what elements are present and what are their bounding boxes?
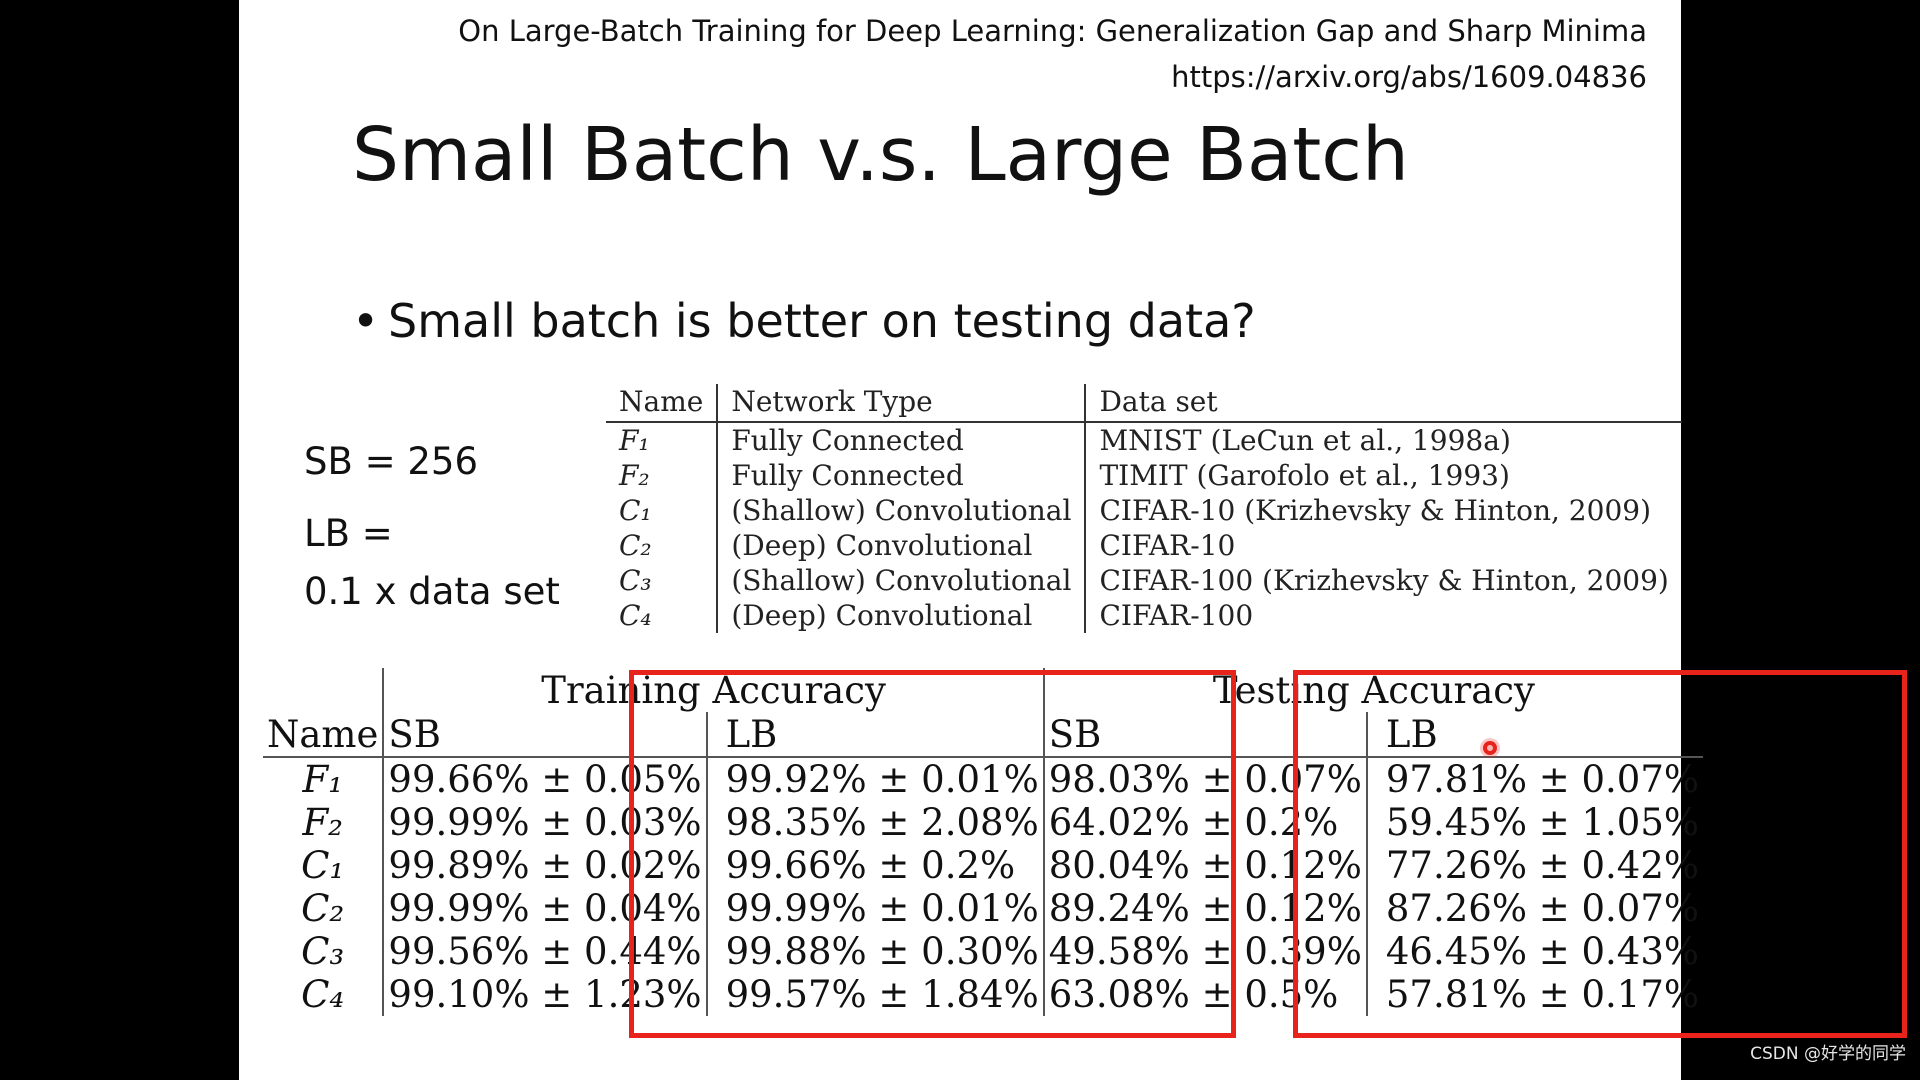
train-sb-value: 99.99% ± 0.03%	[383, 801, 708, 844]
accuracy-column-header: Name SB LB SB LB	[263, 712, 1704, 758]
header-test-sb: SB	[1043, 712, 1368, 758]
network-name: F₁	[606, 422, 719, 458]
table-row: C₃ (Shallow) Convolutional CIFAR-100 (Kr…	[606, 563, 1682, 598]
test-lb-value: 77.26% ± 0.42%	[1385, 844, 1700, 887]
test-sb-value: 49.58% ± 0.39%	[1043, 930, 1368, 973]
network-dataset: CIFAR-10	[1099, 529, 1236, 562]
pointer-cursor-icon	[1483, 741, 1497, 755]
table-row: F₁ Fully Connected MNIST (LeCun et al., …	[606, 422, 1682, 458]
bullet-icon: •	[352, 294, 380, 348]
bullet-point: • Small batch is better on testing data?	[352, 294, 1256, 348]
reference-url: https://arxiv.org/abs/1609.04836	[1171, 60, 1647, 94]
network-table-header: Name Network Type Data set	[606, 384, 1682, 423]
reference-title: On Large-Batch Training for Deep Learnin…	[458, 14, 1647, 48]
header-name: Name	[606, 384, 719, 423]
train-lb-value: 98.35% ± 2.08%	[725, 801, 1039, 844]
network-type: (Deep) Convolutional	[717, 528, 1087, 563]
train-sb-value: 99.89% ± 0.02%	[383, 844, 708, 887]
header-network-type: Network Type	[717, 384, 1087, 423]
train-sb-value: 99.99% ± 0.04%	[383, 887, 708, 930]
network-dataset: MNIST (LeCun et al., 1998a)	[1099, 424, 1511, 457]
table-row: F₂ Fully Connected TIMIT (Garofolo et al…	[606, 458, 1682, 493]
network-dataset: CIFAR-10 (Krizhevsky & Hinton, 2009)	[1099, 494, 1651, 527]
network-name: C₃	[606, 563, 719, 598]
network-dataset: CIFAR-100	[1099, 599, 1254, 632]
test-sb-value: 98.03% ± 0.07%	[1043, 757, 1368, 801]
test-lb-value: 59.45% ± 1.05%	[1385, 801, 1700, 844]
test-sb-value: 63.08% ± 0.5%	[1043, 973, 1368, 1016]
network-type: Fully Connected	[717, 458, 1087, 493]
network-type: Fully Connected	[717, 422, 1087, 458]
table-row: C₃ 99.56% ± 0.44% 99.88% ± 0.30% 49.58% …	[263, 930, 1703, 973]
network-name: C₁	[606, 493, 719, 528]
train-lb-value: 99.88% ± 0.30%	[725, 930, 1039, 973]
accuracy-group-header: Training Accuracy Testing Accuracy	[263, 668, 1703, 712]
test-lb-value: 97.81% ± 0.07%	[1385, 758, 1700, 801]
table-row: C₄ 99.10% ± 1.23% 99.57% ± 1.84% 63.08% …	[263, 973, 1703, 1016]
network-dataset: CIFAR-100 (Krizhevsky & Hinton, 2009)	[1099, 564, 1669, 597]
slide: On Large-Batch Training for Deep Learnin…	[239, 0, 1907, 1080]
network-dataset: TIMIT (Garofolo et al., 1993)	[1099, 459, 1510, 492]
train-lb-value: 99.57% ± 1.84%	[725, 973, 1039, 1016]
header-data-set: Data set	[1085, 384, 1682, 423]
network-name: C₂	[606, 528, 719, 563]
test-lb-value: 46.45% ± 0.43%	[1385, 930, 1700, 973]
lb-definition-line2: 0.1 x data set	[304, 570, 560, 613]
row-name: C₂	[263, 887, 385, 930]
slide-title: Small Batch v.s. Large Batch	[352, 112, 1409, 198]
sb-definition: SB = 256	[304, 440, 479, 483]
testing-accuracy-highlight-box	[1293, 670, 1907, 1038]
table-row: C₁ 99.89% ± 0.02% 99.66% ± 0.2% 80.04% ±…	[263, 844, 1703, 887]
network-name: F₂	[606, 458, 719, 493]
table-row: C₂ 99.99% ± 0.04% 99.99% ± 0.01% 89.24% …	[263, 887, 1703, 930]
header-train-lb: LB	[706, 712, 1043, 758]
network-table: Name Network Type Data set F₁ Fully Conn…	[606, 384, 1682, 633]
train-sb-value: 99.10% ± 1.23%	[383, 973, 708, 1016]
network-type: (Shallow) Convolutional	[717, 493, 1087, 528]
row-name: C₄	[263, 973, 385, 1016]
lb-definition-line1: LB =	[304, 512, 393, 555]
test-sb-value: 64.02% ± 0.2%	[1043, 801, 1368, 844]
test-sb-value: 89.24% ± 0.12%	[1043, 887, 1368, 930]
training-accuracy-highlight-box	[629, 670, 1236, 1038]
row-name: C₁	[263, 844, 385, 887]
testing-accuracy-header: Testing Accuracy	[1212, 668, 1535, 712]
network-type: (Shallow) Convolutional	[717, 563, 1087, 598]
training-accuracy-header: Training Accuracy	[541, 668, 886, 712]
test-sb-value: 80.04% ± 0.12%	[1043, 844, 1368, 887]
header-test-lb: LB	[1366, 712, 1704, 758]
row-name: F₂	[263, 801, 385, 844]
watermark: CSDN @好学的同学	[1750, 1044, 1906, 1064]
bullet-text: Small batch is better on testing data?	[388, 294, 1256, 348]
network-name: C₄	[606, 598, 719, 633]
test-lb-value: 57.81% ± 0.17%	[1385, 973, 1700, 1016]
accuracy-table-wrap: Training Accuracy Testing Accuracy Name …	[263, 668, 1704, 1048]
train-sb-value: 99.66% ± 0.05%	[383, 757, 708, 801]
network-type: (Deep) Convolutional	[717, 598, 1087, 633]
table-row: F₂ 99.99% ± 0.03% 98.35% ± 2.08% 64.02% …	[263, 801, 1703, 844]
table-row: C₄ (Deep) Convolutional CIFAR-100	[606, 598, 1682, 633]
row-name: C₃	[263, 930, 385, 973]
accuracy-table: Training Accuracy Testing Accuracy Name …	[263, 668, 1704, 1016]
row-name: F₁	[263, 757, 385, 801]
table-row: F₁ 99.66% ± 0.05% 99.92% ± 0.01% 98.03% …	[263, 757, 1703, 801]
table-row: C₂ (Deep) Convolutional CIFAR-10	[606, 528, 1682, 563]
test-lb-value: 87.26% ± 0.07%	[1385, 887, 1700, 930]
train-lb-value: 99.92% ± 0.01%	[725, 758, 1039, 801]
train-sb-value: 99.56% ± 0.44%	[383, 930, 708, 973]
train-lb-value: 99.66% ± 0.2%	[725, 844, 1016, 887]
header-train-sb: SB	[383, 712, 708, 758]
empty-corner	[263, 668, 385, 712]
table-row: C₁ (Shallow) Convolutional CIFAR-10 (Kri…	[606, 493, 1682, 528]
train-lb-value: 99.99% ± 0.01%	[725, 887, 1039, 930]
header-name: Name	[263, 712, 385, 758]
